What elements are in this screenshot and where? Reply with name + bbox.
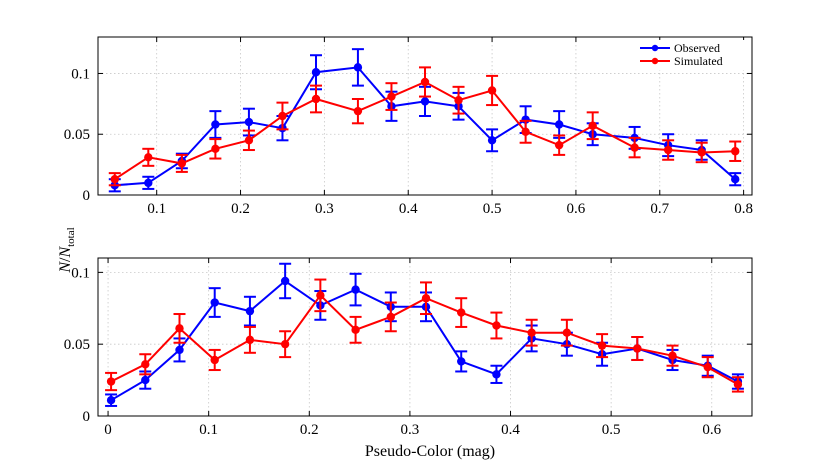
simulated-data-point (733, 380, 743, 389)
simulated-data-point (731, 147, 740, 156)
simulated-data-point (141, 360, 150, 369)
observed-data-point (311, 68, 321, 77)
simulated-data-point (588, 121, 597, 130)
y-tick-label: 0 (83, 188, 91, 204)
simulated-data-point (210, 355, 219, 365)
y-tick-label: 0 (83, 409, 91, 425)
simulated-data-point (521, 127, 530, 136)
x-axis-label: Pseudo-Color (mag) (365, 443, 495, 460)
observed-data-point (420, 97, 430, 106)
simulated-data-point (211, 144, 220, 154)
observed-data-point (244, 117, 254, 127)
simulated-data-point (110, 175, 119, 184)
simulated-data-point (492, 321, 501, 330)
plot-frame (97, 36, 753, 196)
observed-data-point (492, 370, 501, 379)
simulated-data-point (316, 291, 325, 300)
observed-data-point (554, 120, 564, 129)
observed-data-point (731, 175, 740, 184)
simulated-data-point (353, 106, 363, 116)
simulated-data-point (562, 328, 572, 337)
simulated-data-point (421, 294, 431, 303)
observed-data-point (351, 285, 360, 294)
simulated-data-point (386, 312, 395, 322)
x-tick-label: 0.7 (650, 201, 669, 217)
simulated-legend-marker (651, 57, 659, 65)
simulated-data-point (630, 143, 639, 152)
simulated-data-point (663, 145, 673, 155)
simulated-data-point (457, 308, 466, 317)
simulated-data-point (387, 92, 396, 101)
simulated-data-point (244, 136, 254, 145)
x-tick-label: 0.4 (399, 201, 418, 217)
observed-legend-marker (651, 44, 659, 52)
x-tick-label: 0.4 (501, 422, 520, 438)
simulated-data-point (697, 148, 706, 157)
observed-data-point (210, 298, 219, 307)
x-tick-label: 0.5 (483, 201, 502, 217)
simulated-data-point (527, 328, 536, 337)
observed-data-point (144, 178, 153, 188)
top-panel: 0.1 0.2 0.3 0.4 0.5 0.6 0.7 0.8 0 0.05 0.1 (64, 36, 753, 217)
simulated-data-point (278, 111, 287, 121)
simulated-data-point (668, 351, 677, 360)
simulated-data-point (311, 94, 321, 104)
x-tick-label: 0.8 (734, 201, 753, 217)
observed-data-point (457, 357, 466, 366)
simulated-data-point (351, 325, 360, 335)
x-tick-label: 0.5 (602, 422, 621, 438)
simulated-data-point (106, 377, 116, 386)
simulated-data-point (703, 362, 712, 372)
y-tick-label: 0.05 (64, 127, 90, 143)
simulated-data-point (420, 77, 430, 87)
observed-data-point (106, 396, 116, 405)
x-tick-label: 0 (104, 422, 112, 438)
x-tick-label: 0.2 (231, 201, 250, 217)
observed-data-point (211, 120, 220, 129)
simulated-data-point (454, 96, 463, 105)
x-tick-label: 0.2 (300, 422, 319, 438)
observed-legend-label: Observed (674, 41, 720, 55)
simulated-data-point (245, 335, 255, 345)
x-tick-label: 0.3 (315, 201, 334, 217)
simulated-data-point (144, 153, 153, 162)
simulated-data-point (597, 341, 607, 350)
observed-data-point (175, 345, 184, 355)
observed-data-point (141, 375, 150, 385)
simulated-data-point (280, 339, 290, 349)
y-tick-label: 0.1 (71, 66, 90, 82)
simulated-data-point (487, 86, 497, 95)
x-tick-label: 0.6 (567, 201, 586, 217)
y-axis-label: N/Ntotal (57, 227, 77, 273)
observed-data-point (245, 306, 255, 316)
simulated-data-point (554, 140, 564, 150)
y-tick-label: 0.1 (71, 265, 90, 281)
simulated-legend-label: Simulated (674, 54, 723, 68)
simulated-data-point (177, 159, 187, 168)
plot-frame (97, 257, 753, 417)
observed-data-point (353, 63, 363, 72)
x-tick-label: 0.6 (702, 422, 721, 438)
y-tick-label: 0.05 (64, 337, 90, 353)
simulated-data-point (175, 324, 184, 333)
x-tick-label: 0.1 (147, 201, 166, 217)
simulated-data-point (633, 344, 642, 353)
bottom-panel: 0 0.1 0.2 0.3 0.4 0.5 0.6 0 0.05 0.1 (64, 257, 753, 438)
observed-data-point (487, 136, 497, 145)
x-tick-label: 0.3 (401, 422, 420, 438)
observed-data-point (280, 276, 290, 286)
x-tick-label: 0.1 (199, 422, 218, 438)
